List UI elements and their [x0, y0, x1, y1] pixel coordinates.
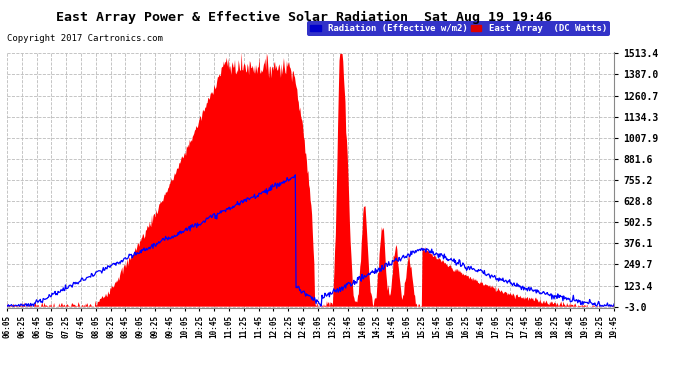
- Text: Copyright 2017 Cartronics.com: Copyright 2017 Cartronics.com: [7, 34, 163, 43]
- Text: East Array Power & Effective Solar Radiation  Sat Aug 19 19:46: East Array Power & Effective Solar Radia…: [56, 11, 551, 24]
- Legend: Radiation (Effective w/m2), East Array  (DC Watts): Radiation (Effective w/m2), East Array (…: [307, 21, 609, 36]
